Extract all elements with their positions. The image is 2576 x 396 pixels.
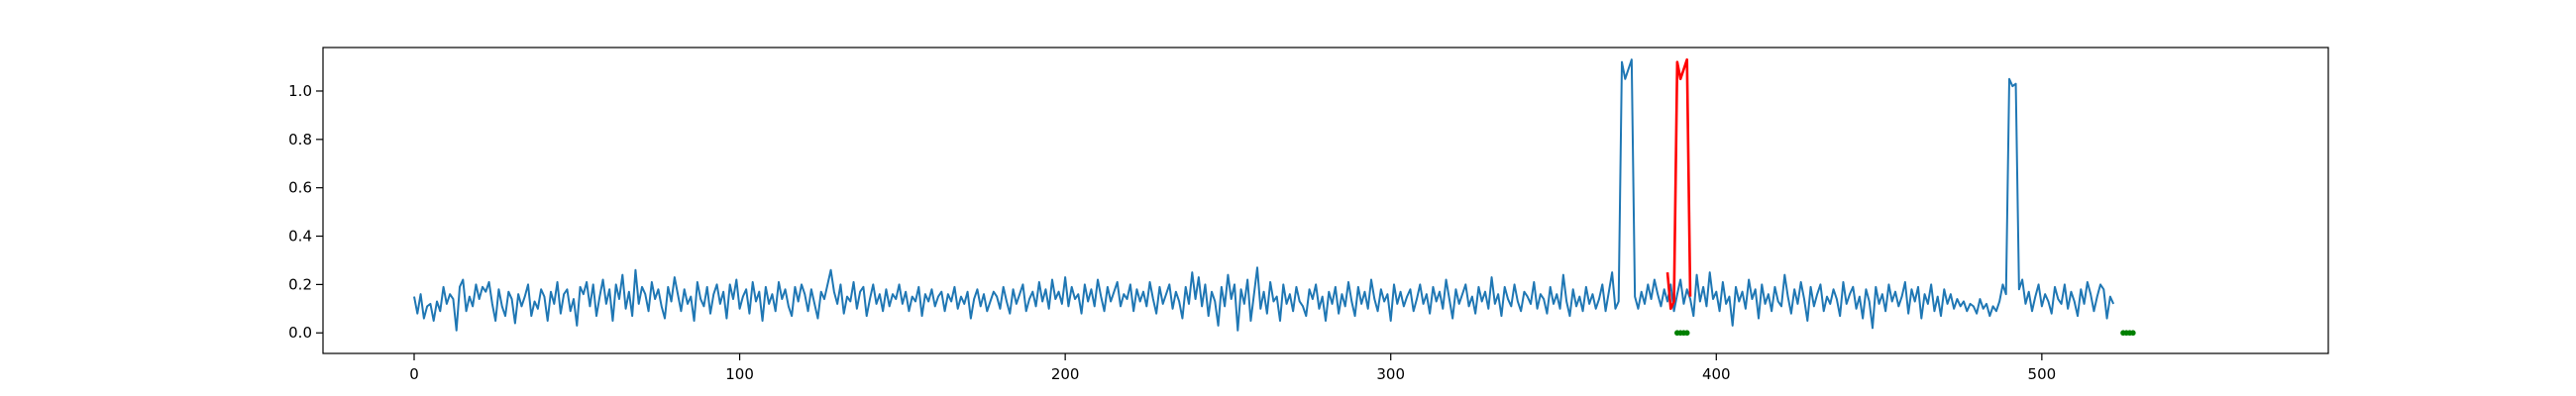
y-tick-label: 0.2 bbox=[288, 275, 312, 293]
x-tick-label: 400 bbox=[1702, 365, 1731, 383]
x-axis-ticks: 0 100 200 300 400 500 bbox=[409, 353, 2056, 383]
anomaly-marker-point bbox=[1683, 330, 1690, 337]
y-tick-label: 1.0 bbox=[288, 82, 312, 100]
signal-series-line bbox=[413, 58, 2115, 332]
x-tick-label: 200 bbox=[1051, 365, 1080, 383]
anomaly-series-line bbox=[1665, 57, 1692, 311]
anomaly-marker-point bbox=[2130, 330, 2136, 337]
y-axis-ticks: 0.0 0.2 0.4 0.6 0.8 1.0 bbox=[288, 82, 323, 342]
series-layer bbox=[413, 57, 2115, 332]
x-tick-label: 100 bbox=[725, 365, 754, 383]
x-tick-label: 0 bbox=[409, 365, 419, 383]
y-tick-label: 0.6 bbox=[288, 179, 312, 197]
y-tick-label: 0.4 bbox=[288, 228, 312, 246]
plot-area-frame bbox=[322, 47, 2329, 354]
y-tick-label: 0.0 bbox=[288, 324, 312, 342]
y-tick-label: 0.8 bbox=[288, 131, 312, 148]
marker-layer bbox=[1674, 330, 2136, 337]
x-tick-label: 300 bbox=[1376, 365, 1405, 383]
x-tick-label: 500 bbox=[2028, 365, 2057, 383]
